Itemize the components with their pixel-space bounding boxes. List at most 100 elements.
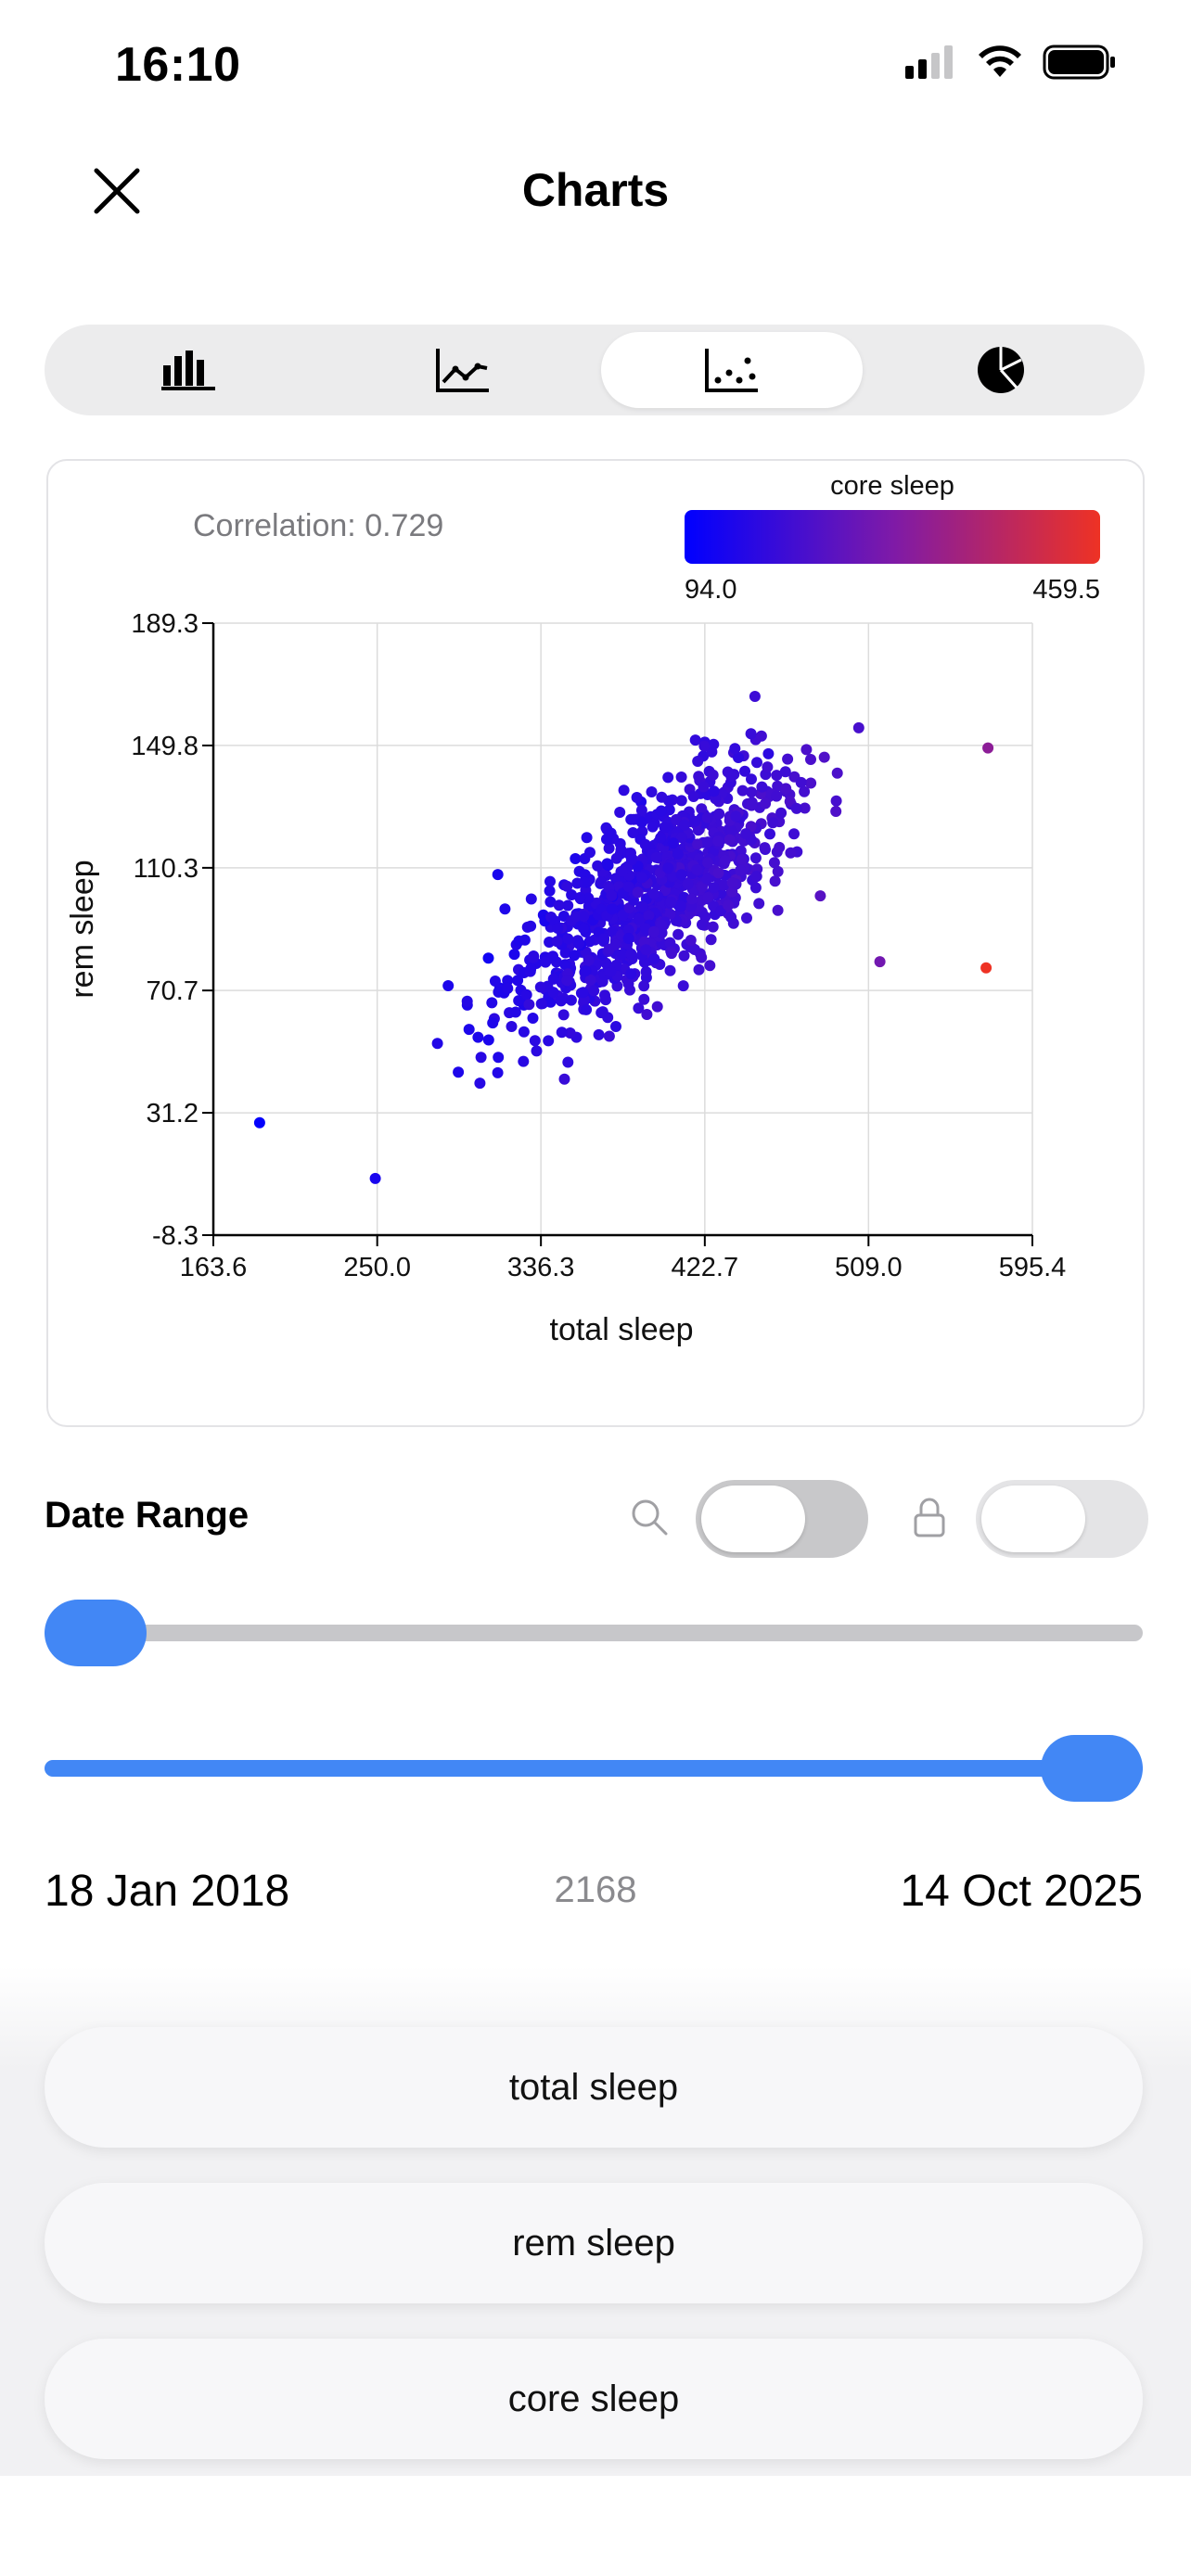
data-point bbox=[635, 816, 647, 828]
search-toggle-knob bbox=[701, 1486, 805, 1552]
data-point bbox=[588, 985, 600, 997]
data-point bbox=[675, 832, 687, 844]
data-point bbox=[678, 950, 690, 962]
data-point bbox=[513, 995, 525, 1007]
data-point bbox=[718, 879, 730, 891]
data-point bbox=[640, 944, 652, 956]
data-point bbox=[647, 925, 660, 937]
data-point bbox=[625, 968, 637, 980]
data-point bbox=[729, 743, 741, 755]
x-tick-label: 595.4 bbox=[999, 1253, 1067, 1282]
data-point bbox=[581, 1003, 593, 1015]
data-point bbox=[493, 1052, 505, 1064]
data-point bbox=[805, 754, 816, 765]
data-point bbox=[814, 890, 826, 902]
data-point bbox=[831, 767, 843, 779]
data-point bbox=[762, 747, 775, 759]
data-point bbox=[691, 864, 703, 875]
colorbar-min: 94.0 bbox=[685, 575, 737, 605]
data-point bbox=[640, 966, 652, 977]
data-point bbox=[726, 877, 738, 888]
data-point bbox=[616, 949, 628, 961]
data-point bbox=[622, 933, 634, 944]
data-point bbox=[635, 804, 647, 816]
data-point bbox=[656, 791, 668, 803]
data-point bbox=[534, 981, 546, 993]
data-point bbox=[463, 1024, 475, 1036]
data-point bbox=[725, 771, 737, 783]
variable-button-total-sleep[interactable]: total sleep bbox=[45, 2027, 1143, 2148]
x-tick-label: 422.7 bbox=[672, 1253, 739, 1282]
data-point bbox=[509, 1006, 521, 1018]
data-point bbox=[677, 980, 689, 992]
start-date-slider-thumb[interactable] bbox=[45, 1600, 147, 1666]
data-point bbox=[544, 996, 557, 1008]
data-point bbox=[771, 770, 783, 782]
y-tick-label: 70.7 bbox=[147, 976, 198, 1006]
data-point bbox=[553, 899, 565, 912]
colorbar-title: core sleep bbox=[830, 471, 954, 501]
variable-button-core-sleep[interactable]: core sleep bbox=[45, 2339, 1143, 2459]
tab-bar-chart[interactable] bbox=[58, 332, 319, 408]
data-point bbox=[622, 977, 634, 989]
search-toggle[interactable] bbox=[696, 1480, 868, 1558]
data-point bbox=[633, 1002, 645, 1014]
variable-button-rem-sleep[interactable]: rem sleep bbox=[45, 2183, 1143, 2303]
data-point bbox=[679, 819, 691, 831]
cellular-signal-icon bbox=[905, 45, 953, 79]
data-point bbox=[610, 1021, 621, 1032]
data-point bbox=[741, 912, 752, 924]
data-point bbox=[874, 956, 886, 968]
close-button[interactable] bbox=[89, 163, 145, 219]
end-date-slider-thumb[interactable] bbox=[1041, 1735, 1143, 1802]
data-point bbox=[581, 832, 593, 844]
status-time: 16:10 bbox=[115, 38, 241, 92]
data-point bbox=[671, 813, 682, 825]
data-point bbox=[662, 862, 674, 874]
data-point bbox=[772, 904, 784, 916]
data-point bbox=[682, 878, 694, 890]
data-point bbox=[529, 1035, 541, 1047]
data-point bbox=[583, 954, 595, 966]
data-point bbox=[785, 847, 797, 859]
data-point bbox=[607, 925, 619, 937]
data-point bbox=[667, 871, 679, 883]
data-point bbox=[746, 797, 758, 809]
data-point bbox=[622, 924, 634, 936]
data-point bbox=[562, 933, 574, 945]
x-tick-label: 250.0 bbox=[343, 1253, 411, 1282]
data-point bbox=[521, 921, 533, 933]
tab-scatter-chart[interactable] bbox=[601, 332, 863, 408]
data-point bbox=[578, 923, 589, 934]
data-point bbox=[655, 805, 667, 817]
data-point bbox=[723, 899, 735, 912]
data-point bbox=[772, 780, 784, 792]
start-date-slider-track[interactable] bbox=[45, 1625, 1143, 1641]
data-point bbox=[625, 813, 637, 825]
data-point bbox=[520, 988, 532, 1001]
tab-line-chart[interactable] bbox=[332, 332, 594, 408]
tab-pie-chart[interactable] bbox=[870, 332, 1132, 408]
data-point bbox=[745, 728, 757, 740]
colorbar bbox=[685, 510, 1100, 564]
data-point bbox=[461, 995, 473, 1007]
data-point bbox=[740, 828, 752, 840]
data-point bbox=[755, 730, 767, 742]
data-point bbox=[253, 1116, 265, 1129]
end-date-slider-track[interactable] bbox=[45, 1760, 1143, 1777]
data-point bbox=[693, 771, 705, 783]
data-point bbox=[674, 899, 686, 912]
data-point bbox=[701, 873, 713, 885]
data-point bbox=[713, 808, 725, 820]
data-point bbox=[614, 807, 626, 818]
data-point bbox=[605, 827, 617, 839]
data-point bbox=[750, 871, 762, 883]
date-range-label: Date Range bbox=[45, 1495, 250, 1536]
data-point bbox=[702, 891, 714, 903]
lock-toggle[interactable] bbox=[976, 1480, 1148, 1558]
close-icon bbox=[94, 168, 140, 214]
data-point bbox=[601, 858, 613, 870]
data-point bbox=[475, 1052, 487, 1064]
data-point bbox=[772, 865, 784, 877]
data-point bbox=[648, 953, 660, 964]
